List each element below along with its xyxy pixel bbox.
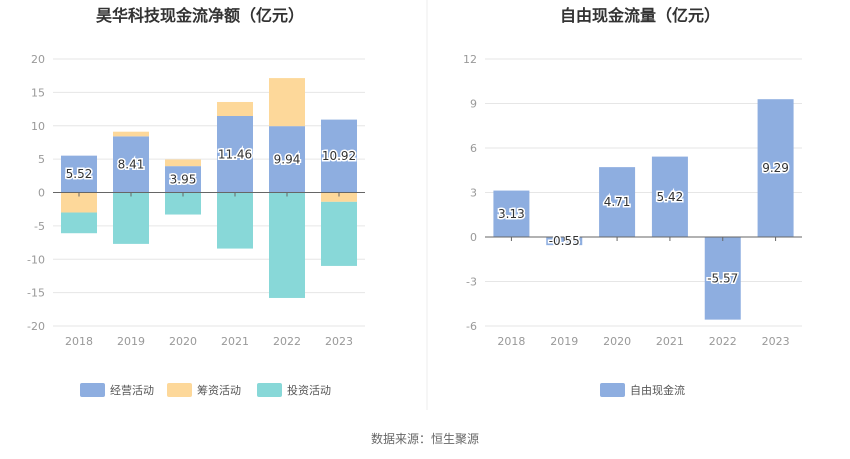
legend[interactable]: 自由现金流 (600, 383, 685, 397)
x-tick-label: 2019 (117, 335, 145, 348)
x-axis-ticks: 2018 2019 2020 2021 2022 2023 (497, 237, 790, 348)
bar (321, 192, 357, 202)
data-label: 5.42 (657, 190, 684, 204)
y-tick-label: -15 (27, 287, 45, 300)
legend-label: 自由现金流 (630, 383, 685, 397)
y-tick-label: 12 (463, 53, 477, 66)
y-tick-label: 15 (31, 86, 45, 99)
chart-title: 昊华科技现金流净额（亿元） (96, 6, 304, 25)
x-tick-label: 2020 (603, 335, 631, 348)
x-tick-label: 2022 (709, 335, 737, 348)
x-tick-label: 2021 (656, 335, 684, 348)
y-grid (53, 58, 365, 327)
bar (61, 192, 97, 213)
data-label: -5.57 (707, 271, 738, 285)
free-cashflow-chart: 自由现金流量（亿元） 12 9 6 3 0 -3 -6 3.13 -0.55 4.71 5.42 -… (463, 6, 802, 397)
x-tick-label: 2019 (550, 335, 578, 348)
data-label: 5.52 (66, 167, 93, 181)
x-tick-label: 2018 (65, 335, 93, 348)
y-axis-ticks: 20 15 10 5 0 -5 -10 -15 -20 (27, 53, 45, 333)
legend-label: 投资活动 (287, 383, 331, 397)
bar (113, 192, 149, 244)
bar (165, 192, 201, 215)
y-tick-label: 0 (470, 231, 477, 244)
legend-swatch (600, 383, 625, 397)
y-tick-label: -5 (34, 220, 45, 233)
y-tick-label: -3 (466, 276, 477, 289)
y-tick-label: -20 (27, 320, 45, 333)
y-tick-label: -6 (466, 320, 477, 333)
legend-label: 经营活动 (110, 383, 154, 397)
x-tick-label: 2021 (221, 335, 249, 348)
y-axis-ticks: 12 9 6 3 0 -3 -6 (463, 53, 477, 333)
data-label: 8.41 (118, 157, 145, 171)
data-label: 4.71 (604, 195, 631, 209)
bar (704, 237, 741, 320)
bars (61, 78, 357, 298)
bar (61, 212, 97, 234)
data-label: 10.92 (322, 149, 356, 163)
y-tick-label: 0 (38, 187, 45, 200)
legend-swatch (80, 383, 105, 397)
y-tick-label: -10 (27, 253, 45, 266)
data-label: 11.46 (218, 147, 252, 161)
x-tick-label: 2018 (497, 335, 525, 348)
bar (321, 201, 357, 266)
legend-swatch (257, 383, 282, 397)
bar (217, 101, 253, 117)
y-tick-label: 9 (470, 98, 477, 111)
chart-title: 自由现金流量（亿元） (560, 6, 720, 25)
bar (269, 192, 305, 298)
bar (269, 126, 305, 193)
data-labels: 3.13 -0.55 4.71 5.42 -5.57 9.29 (497, 160, 791, 287)
data-label: 9.94 (274, 152, 301, 166)
data-label: 9.29 (762, 161, 789, 175)
bar (493, 190, 530, 237)
x-axis-ticks: 2018 2019 2020 2021 2022 2023 (65, 192, 353, 348)
bar (546, 237, 583, 246)
y-tick-label: 10 (31, 120, 45, 133)
y-tick-label: 5 (38, 153, 45, 166)
bar (269, 78, 305, 127)
bar (61, 155, 97, 193)
legend-label: 筹资活动 (197, 383, 241, 397)
y-tick-label: 6 (470, 142, 477, 155)
bar (757, 99, 794, 237)
legend[interactable]: 经营活动 筹资活动 投资活动 (80, 383, 331, 397)
data-label: -0.55 (549, 234, 580, 248)
bar (113, 131, 149, 137)
bar (165, 159, 201, 167)
x-tick-label: 2023 (762, 335, 790, 348)
data-source-label: 数据来源：恒生聚源 (371, 431, 479, 446)
bar (165, 166, 201, 193)
x-tick-label: 2023 (325, 335, 353, 348)
bars (493, 99, 794, 320)
cashflow-net-chart: 昊华科技现金流净额（亿元） 20 15 10 5 0 -5 -10 -15 -20 5.52 8.… (27, 6, 365, 397)
y-grid (485, 58, 802, 327)
data-labels: 5.52 8.41 3.95 11.46 9.94 10.92 (64, 146, 358, 188)
bar (113, 136, 149, 193)
y-tick-label: 3 (470, 187, 477, 200)
bar (217, 192, 253, 249)
legend-swatch (167, 383, 192, 397)
x-tick-label: 2022 (273, 335, 301, 348)
bar (651, 156, 688, 237)
data-label: 3.13 (498, 207, 525, 221)
data-label: 3.95 (170, 172, 197, 186)
x-tick-label: 2020 (169, 335, 197, 348)
bar (599, 167, 636, 237)
bar (321, 119, 357, 193)
y-tick-label: 20 (31, 53, 45, 66)
bar (217, 116, 253, 193)
